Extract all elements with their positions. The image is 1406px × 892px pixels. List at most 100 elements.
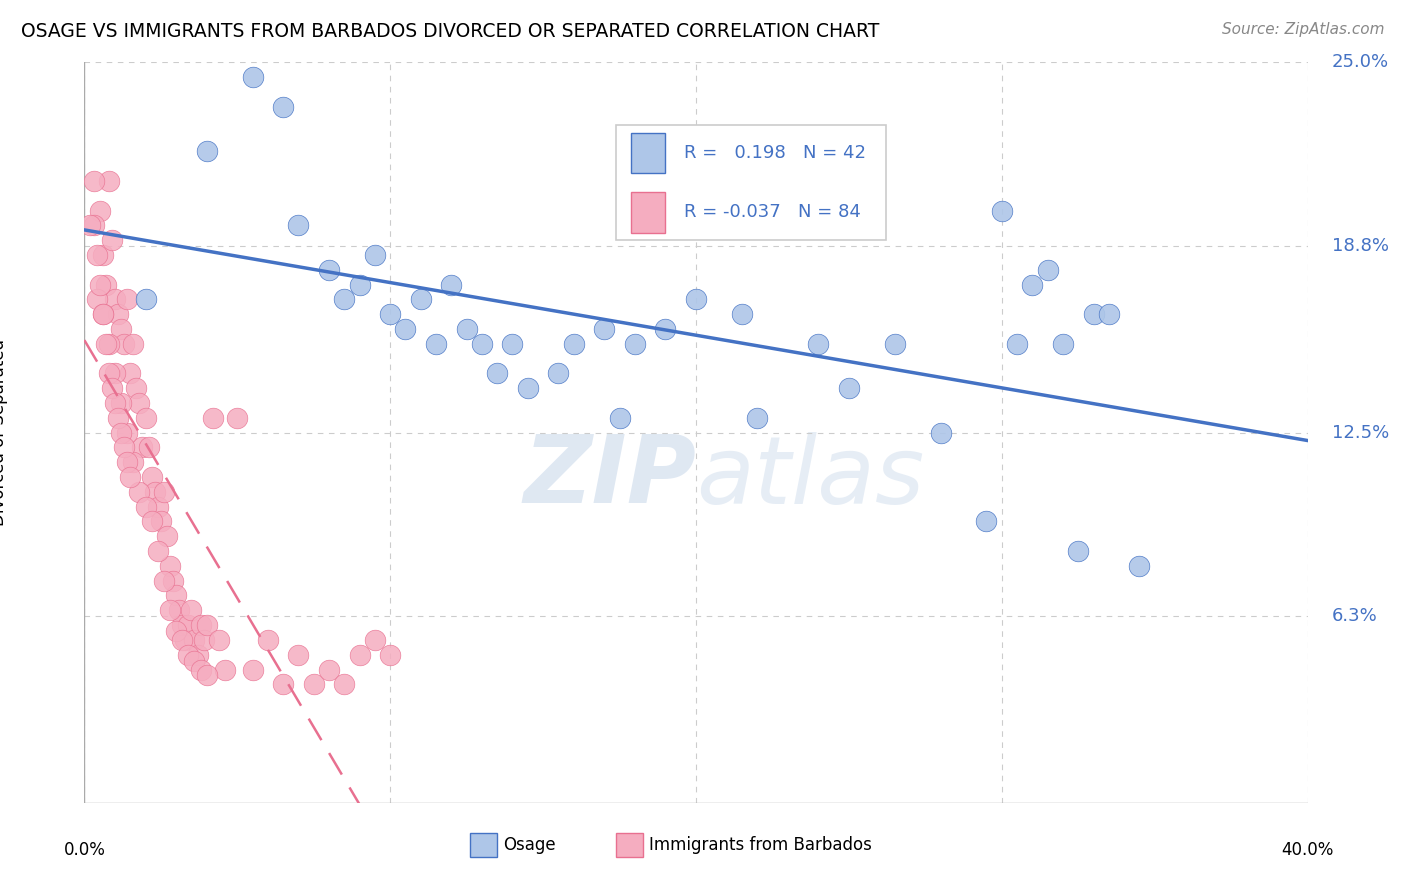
- Point: [1021, 277, 1043, 292]
- Point: [135, 500, 157, 514]
- Point: [502, 336, 524, 351]
- Point: [146, 500, 169, 514]
- Point: [364, 248, 387, 262]
- Point: [115, 293, 138, 307]
- Text: Osage: Osage: [503, 836, 555, 854]
- Point: [86, 293, 108, 307]
- Point: [195, 618, 218, 632]
- Point: [120, 470, 142, 484]
- Point: [122, 336, 145, 351]
- Point: [208, 632, 231, 647]
- Point: [165, 624, 187, 638]
- Point: [110, 425, 132, 440]
- Point: [349, 277, 371, 292]
- Point: [624, 336, 647, 351]
- Point: [125, 381, 148, 395]
- Point: [201, 410, 224, 425]
- Point: [425, 336, 447, 351]
- Point: [318, 663, 340, 677]
- Point: [138, 441, 160, 455]
- Point: [159, 603, 181, 617]
- Point: [159, 558, 181, 573]
- Point: [120, 367, 142, 381]
- Point: [333, 293, 356, 307]
- Point: [456, 322, 478, 336]
- Point: [94, 277, 117, 292]
- Point: [883, 336, 905, 351]
- Point: [242, 70, 264, 85]
- Point: [107, 307, 129, 321]
- Point: [135, 293, 157, 307]
- Point: [1052, 336, 1074, 351]
- Point: [1083, 307, 1105, 321]
- Point: [364, 632, 387, 647]
- Point: [257, 632, 280, 647]
- Point: [101, 233, 124, 247]
- Point: [97, 367, 120, 381]
- Point: [318, 262, 340, 277]
- FancyBboxPatch shape: [470, 833, 496, 857]
- Point: [302, 677, 325, 691]
- Point: [929, 425, 952, 440]
- Point: [97, 336, 120, 351]
- Point: [609, 410, 631, 425]
- Point: [101, 381, 124, 395]
- Point: [486, 367, 509, 381]
- Point: [162, 574, 184, 588]
- Point: [1128, 558, 1150, 573]
- FancyBboxPatch shape: [631, 192, 665, 233]
- Point: [79, 219, 101, 233]
- Point: [104, 367, 127, 381]
- Point: [112, 441, 135, 455]
- Point: [394, 322, 416, 336]
- Point: [135, 410, 157, 425]
- Point: [226, 410, 249, 425]
- Point: [83, 174, 105, 188]
- Text: atlas: atlas: [696, 432, 924, 523]
- Point: [177, 618, 200, 632]
- Point: [685, 293, 707, 307]
- Point: [195, 668, 218, 682]
- Point: [149, 515, 172, 529]
- Point: [183, 654, 205, 668]
- Point: [183, 632, 205, 647]
- Point: [747, 410, 769, 425]
- Point: [143, 484, 166, 499]
- Point: [471, 336, 494, 351]
- Point: [172, 618, 194, 632]
- FancyBboxPatch shape: [616, 126, 886, 240]
- Point: [83, 219, 105, 233]
- Text: Source: ZipAtlas.com: Source: ZipAtlas.com: [1222, 22, 1385, 37]
- Point: [214, 663, 236, 677]
- Point: [731, 307, 754, 321]
- Point: [333, 677, 356, 691]
- Point: [380, 307, 402, 321]
- Point: [271, 100, 294, 114]
- Point: [122, 455, 145, 469]
- Point: [287, 219, 309, 233]
- Point: [167, 603, 190, 617]
- Point: [141, 470, 163, 484]
- Point: [271, 677, 294, 691]
- Point: [104, 396, 127, 410]
- Point: [562, 336, 585, 351]
- Point: [195, 145, 218, 159]
- Text: 0.0%: 0.0%: [63, 841, 105, 859]
- Point: [172, 632, 194, 647]
- Point: [89, 277, 111, 292]
- Point: [91, 307, 114, 321]
- Point: [193, 632, 215, 647]
- Text: 18.8%: 18.8%: [1331, 237, 1389, 255]
- Point: [1067, 544, 1090, 558]
- Point: [177, 648, 200, 662]
- Text: 12.5%: 12.5%: [1331, 424, 1389, 442]
- Point: [1098, 307, 1121, 321]
- Text: 40.0%: 40.0%: [1281, 841, 1334, 859]
- Point: [349, 648, 371, 662]
- Point: [1036, 262, 1059, 277]
- Point: [976, 515, 998, 529]
- Point: [94, 336, 117, 351]
- Point: [91, 248, 114, 262]
- Point: [97, 174, 120, 188]
- Point: [153, 574, 176, 588]
